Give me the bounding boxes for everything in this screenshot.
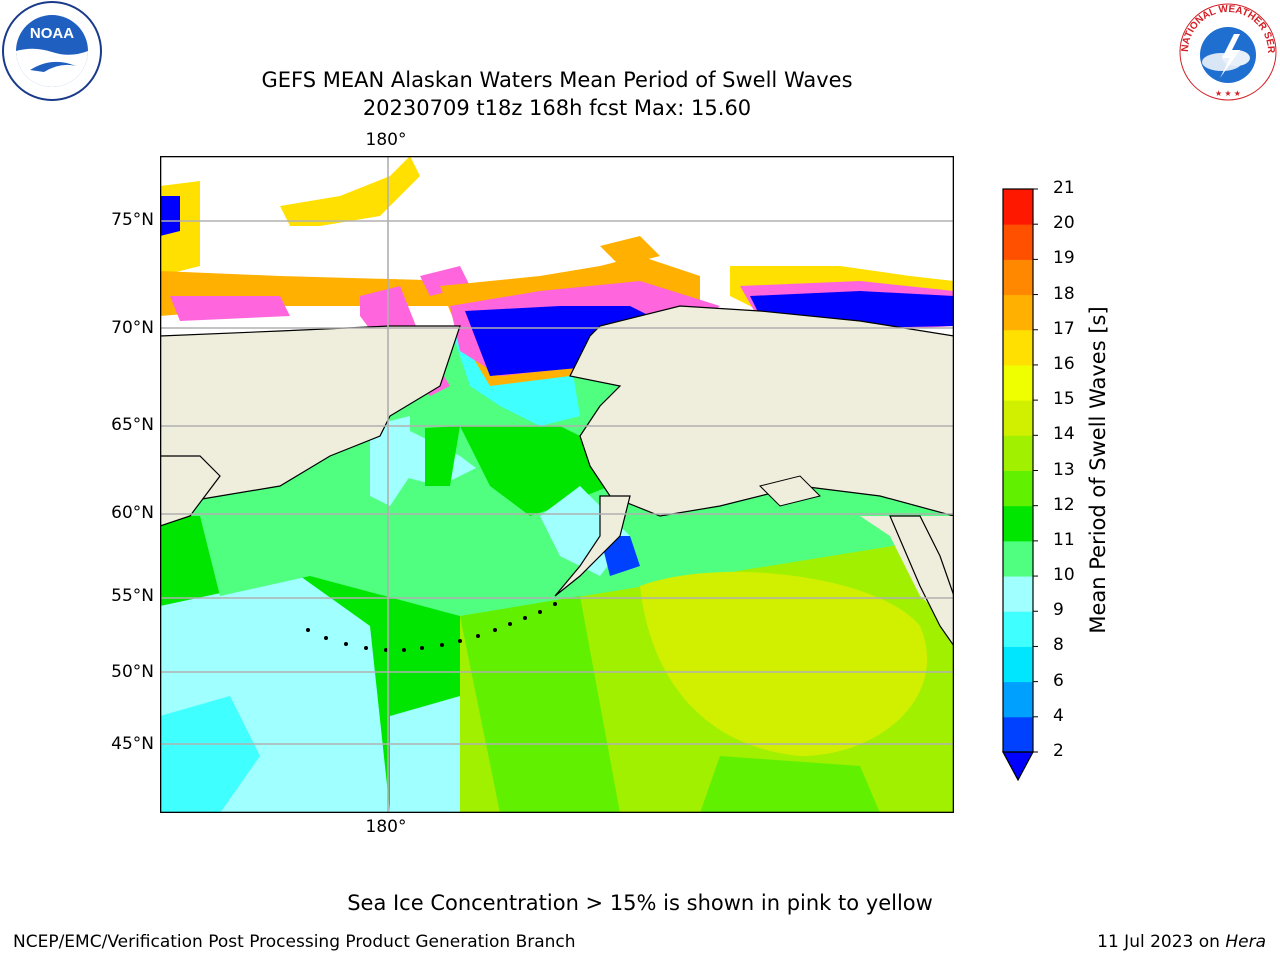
colorbar-segment xyxy=(1003,540,1033,577)
lat-label-70: 70°N xyxy=(111,318,154,338)
footer-date: 11 Jul 2023 on Hera xyxy=(1097,932,1266,952)
colorbar-tick-label: 18 xyxy=(1053,283,1075,304)
colorbar-tick-label: 11 xyxy=(1053,529,1075,550)
colorbar-tick-label: 16 xyxy=(1053,353,1075,374)
alaska-peninsula xyxy=(554,495,631,597)
svg-text:★ ★ ★: ★ ★ ★ xyxy=(1215,89,1241,98)
lat-label-75: 75°N xyxy=(111,210,154,230)
colorbar-segment xyxy=(1003,576,1033,612)
colorbar-segment xyxy=(1003,646,1033,683)
colorbar xyxy=(1001,188,1038,782)
colorbar-segment xyxy=(1003,716,1033,753)
colorbar-segment xyxy=(1003,259,1033,296)
colorbar-tick-label: 2 xyxy=(1053,741,1064,761)
colorbar-segment xyxy=(1003,189,1033,225)
colorbar-tick-label: 19 xyxy=(1053,248,1075,269)
colorbar-segment xyxy=(1003,400,1033,436)
alaska-land xyxy=(569,305,954,517)
colorbar-tick-label: 17 xyxy=(1053,318,1075,339)
lat-label-45: 45°N xyxy=(111,734,154,754)
lon-label-bottom: 180° xyxy=(365,817,407,837)
sea-ice-note: Sea Ice Concentration > 15% is shown in … xyxy=(347,891,933,915)
chart-subtitle: 20230709 t18z 168h fcst Max: 15.60 xyxy=(362,96,752,120)
colorbar-segment xyxy=(1003,505,1033,542)
colorbar-tick-label: 9 xyxy=(1053,600,1064,621)
colorbar-tick-label: 20 xyxy=(1053,213,1075,234)
colorbar-segment xyxy=(1003,224,1033,260)
colorbar-under-triangle xyxy=(1001,751,1035,782)
colorbar-tick-label: 15 xyxy=(1053,389,1075,410)
footer-credit: NCEP/EMC/Verification Post Processing Pr… xyxy=(13,932,576,952)
colorbar-segment xyxy=(1003,435,1033,471)
colorbar-title: Mean Period of Swell Waves [s] xyxy=(1086,306,1110,634)
noaa-logo: NOAA xyxy=(2,1,102,101)
lat-label-55: 55°N xyxy=(111,586,154,606)
swell-period-map xyxy=(160,156,954,813)
colorbar-tick-label: 21 xyxy=(1053,178,1075,198)
lon-label-top: 180° xyxy=(365,130,407,150)
lat-label-60: 60°N xyxy=(111,503,154,523)
colorbar-tick-label: 6 xyxy=(1053,670,1064,691)
lat-label-65: 65°N xyxy=(111,415,154,435)
colorbar-tick-label: 4 xyxy=(1053,705,1064,726)
colorbar-tick-label: 14 xyxy=(1053,424,1075,445)
colorbar-tick-label: 8 xyxy=(1053,635,1064,656)
map-gridlines xyxy=(160,156,954,813)
colorbar-segment xyxy=(1003,364,1033,401)
nws-logo: NATIONAL WEATHER SERVICE ★ ★ ★ xyxy=(1176,0,1277,101)
colorbar-segment xyxy=(1003,294,1033,331)
footer-host: Hera xyxy=(1225,932,1266,952)
colorbar-tick-label: 13 xyxy=(1053,459,1075,480)
lat-label-50: 50°N xyxy=(111,662,154,682)
colorbar-segment xyxy=(1003,611,1033,647)
colorbar-segment xyxy=(1003,329,1033,366)
footer-date-text: 11 Jul 2023 on xyxy=(1097,932,1220,952)
aleutian-islands xyxy=(306,602,557,652)
colorbar-tick-label: 12 xyxy=(1053,494,1075,515)
colorbar-segment xyxy=(1003,681,1033,718)
chart-title: GEFS MEAN Alaskan Waters Mean Period of … xyxy=(261,68,853,92)
colorbar-segment xyxy=(1003,470,1033,507)
colorbar-tick-label: 10 xyxy=(1053,565,1075,586)
noaa-logo-text: NOAA xyxy=(30,25,74,42)
